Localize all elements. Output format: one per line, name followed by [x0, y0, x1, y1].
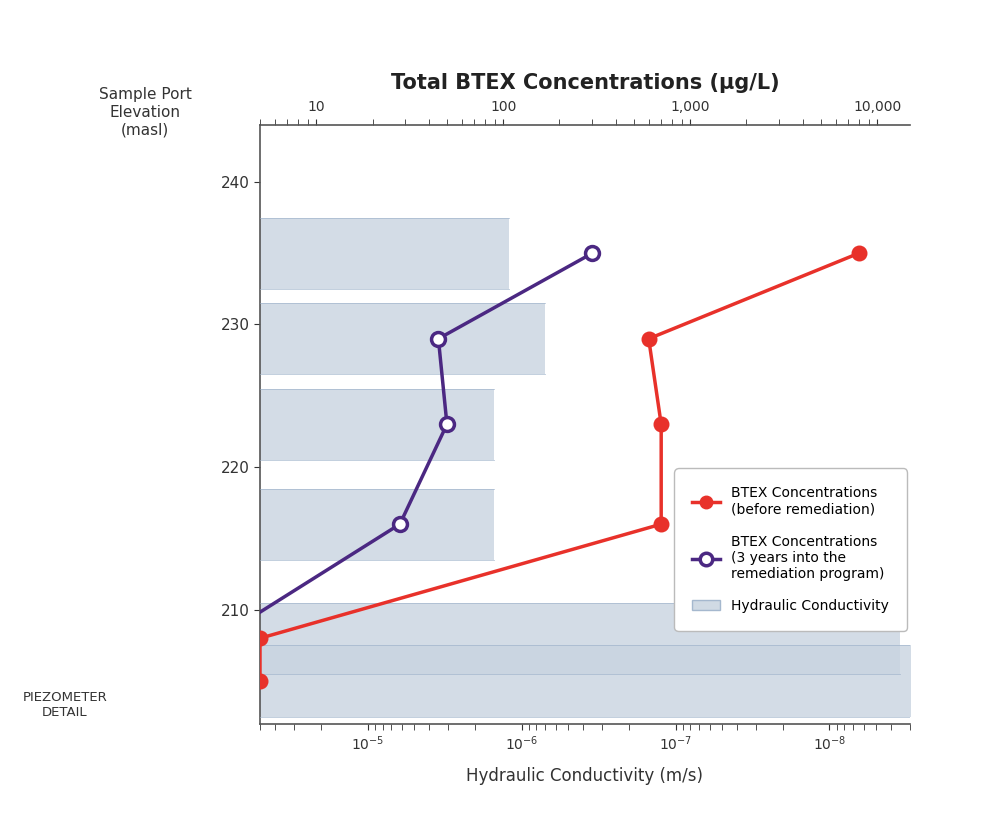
Text: PIEZOMETER
DETAIL: PIEZOMETER DETAIL [23, 691, 107, 719]
X-axis label: Total BTEX Concentrations (μg/L): Total BTEX Concentrations (μg/L) [391, 73, 779, 93]
Legend: BTEX Concentrations
(before remediation), BTEX Concentrations
(3 years into the
: BTEX Concentrations (before remediation)… [679, 473, 903, 627]
Text: Sample Port
Elevation
(masl): Sample Port Elevation (masl) [99, 87, 191, 137]
X-axis label: Hydraulic Conductivity (m/s): Hydraulic Conductivity (m/s) [466, 767, 704, 785]
